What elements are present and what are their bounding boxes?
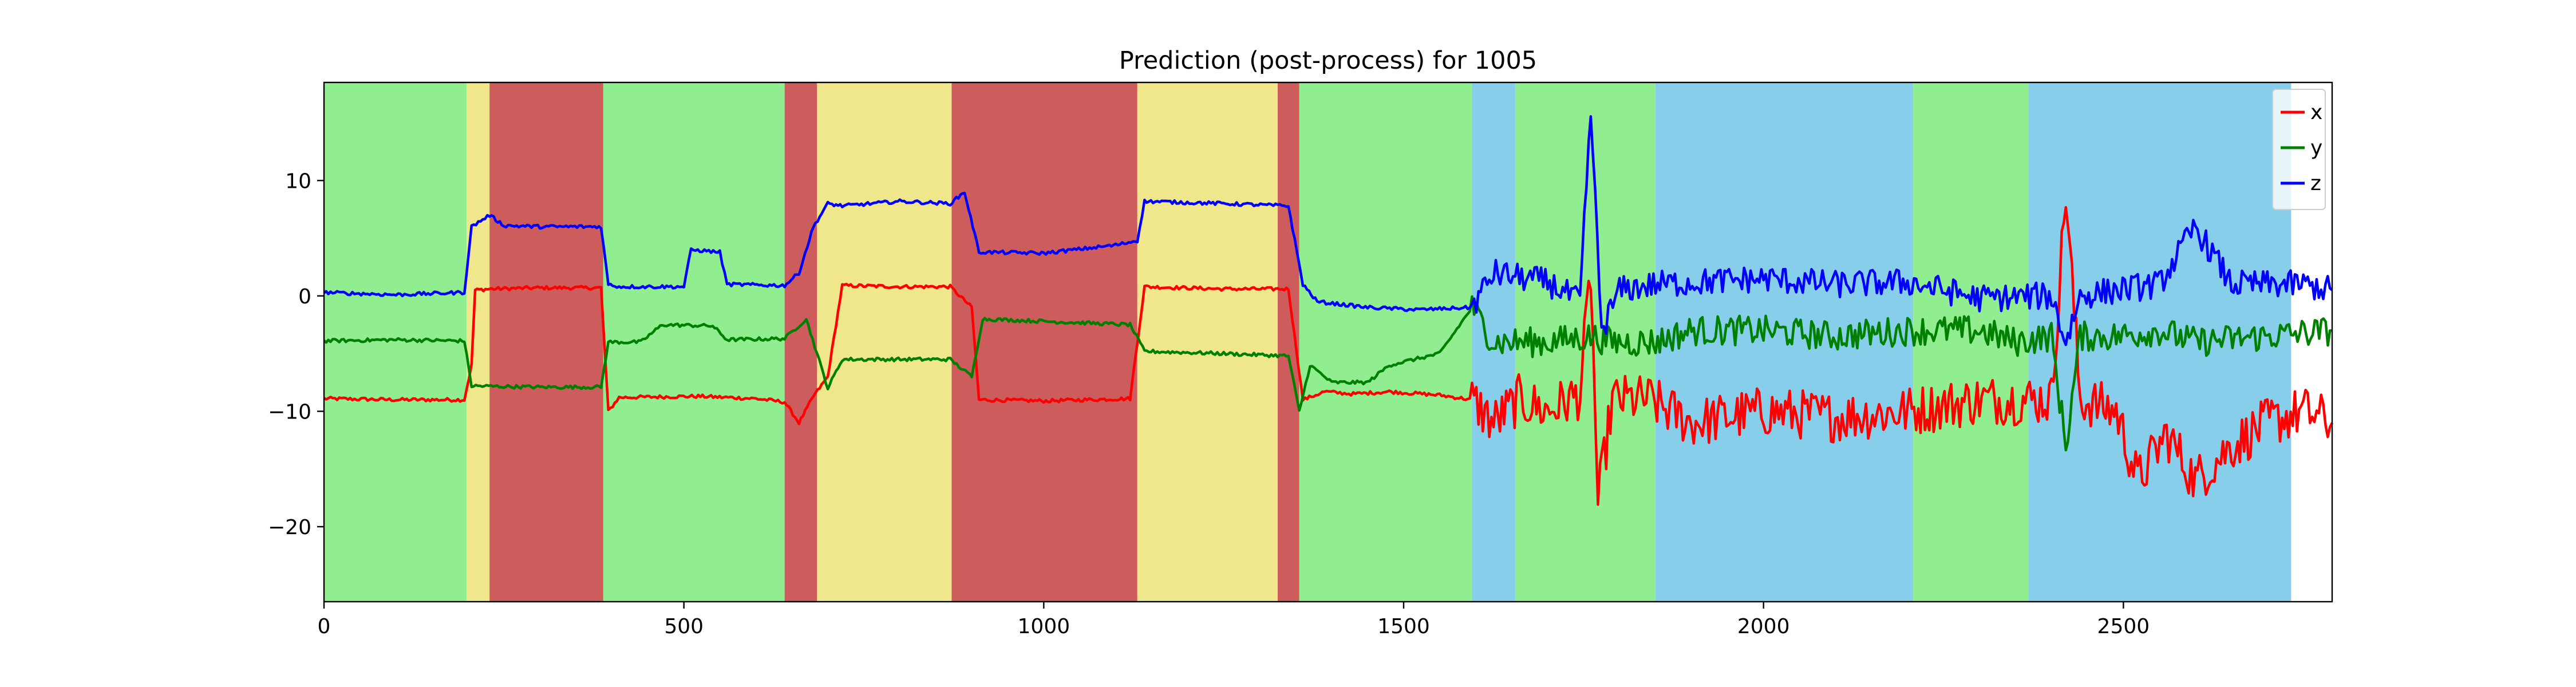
x-tick-label: 1500: [1377, 615, 1430, 638]
region-band-yellow: [466, 82, 490, 602]
chart-title: Prediction (post-process) for 1005: [1119, 46, 1537, 75]
y-tick-label: −10: [268, 400, 311, 424]
x-axis: 0 500 1000 1500 2000 2500: [318, 602, 2150, 638]
x-tick-label: 2500: [2097, 615, 2150, 638]
legend-label-y: y: [2310, 136, 2322, 160]
y-tick-label: 10: [285, 169, 311, 193]
plot-frame: [323, 81, 2333, 603]
region-band-yellow: [817, 82, 952, 602]
series-line-x: [323, 206, 2334, 506]
region-band-red: [951, 82, 1137, 602]
region-band-yellow: [1137, 82, 1278, 602]
x-tick-label: 1000: [1018, 615, 1070, 638]
region-band-red: [489, 82, 603, 602]
legend: xyz: [2272, 89, 2326, 210]
series-line-y: [323, 295, 2333, 452]
x-tick-label: 500: [664, 615, 704, 638]
x-tick-label: 0: [318, 615, 331, 638]
legend-box: [2272, 89, 2326, 210]
y-tick-label: −20: [268, 516, 311, 539]
region-bands: [324, 82, 2291, 602]
region-band-green: [1299, 82, 1472, 602]
x-tick-label: 2000: [1737, 615, 1790, 638]
legend-label-z: z: [2310, 172, 2321, 195]
y-axis: −20 −10 0 10: [268, 169, 324, 539]
series-lines: [323, 115, 2334, 506]
region-band-red: [784, 82, 817, 602]
series-line-z: [323, 115, 2333, 346]
region-band-blue: [1656, 82, 1914, 602]
legend-label-x: x: [2310, 101, 2322, 124]
y-tick-label: 0: [298, 285, 311, 309]
